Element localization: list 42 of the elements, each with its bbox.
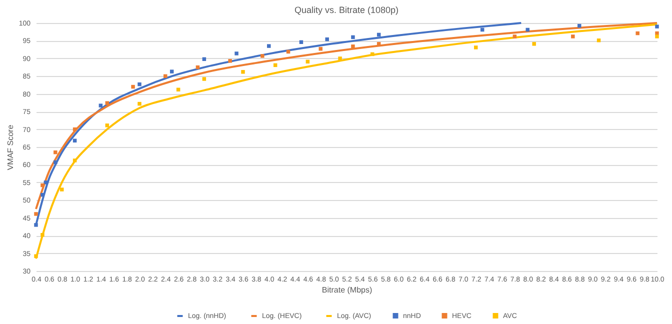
point — [138, 102, 142, 106]
point — [44, 180, 48, 184]
x-axis-title: Bitrate (Mbps) — [322, 286, 372, 294]
point — [105, 101, 110, 105]
point — [338, 56, 342, 60]
point — [351, 35, 355, 40]
point — [234, 52, 238, 56]
point — [351, 44, 355, 48]
point — [655, 34, 659, 38]
point — [512, 34, 517, 38]
point — [54, 150, 58, 154]
line-series — [35, 22, 658, 210]
point — [170, 70, 174, 74]
point — [176, 88, 180, 92]
point — [131, 84, 135, 89]
point — [54, 160, 58, 164]
chart-title: Quality vs. Bitrate (1080p) — [294, 5, 399, 15]
point — [655, 24, 659, 28]
point — [72, 158, 77, 162]
point — [241, 70, 245, 74]
point — [202, 77, 206, 81]
point — [40, 183, 44, 188]
line-series — [35, 23, 658, 260]
point — [40, 232, 44, 237]
point — [474, 46, 478, 50]
point — [267, 44, 271, 48]
point — [98, 104, 103, 108]
point — [60, 188, 64, 192]
point — [571, 34, 575, 38]
point — [325, 37, 329, 42]
point — [138, 82, 142, 86]
point — [105, 124, 110, 128]
point — [34, 212, 38, 216]
y-axis-title: VMAF Score — [6, 124, 15, 170]
point — [306, 60, 310, 64]
point — [636, 31, 640, 36]
line-series — [35, 22, 522, 226]
point — [34, 254, 38, 258]
point — [532, 42, 536, 46]
point — [260, 54, 264, 58]
point — [228, 59, 232, 63]
point — [34, 223, 38, 227]
